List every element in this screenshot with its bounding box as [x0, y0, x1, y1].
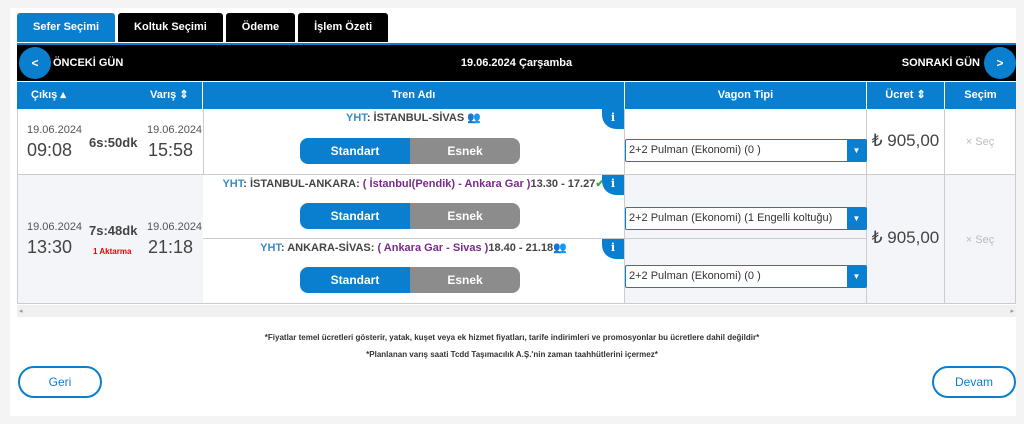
tab-islem-ozeti[interactable]: İşlem Özeti	[298, 13, 389, 42]
header-wagon: Vagon Tipi	[625, 82, 867, 109]
table-row[interactable]: 19.06.2024 13:30 7s:48dk 1 Aktarma 19.06…	[17, 175, 1016, 304]
prev-day-button[interactable]: <	[19, 47, 51, 79]
table-row[interactable]: 19.06.2024 09:08 6s:50dk 19.06.2024 15:5…	[17, 109, 1016, 175]
select-button[interactable]: × Seç	[965, 136, 995, 148]
header-select: Seçim	[964, 89, 997, 101]
day-navigation-bar: < ÖNCEKİ GÜN 19.06.2024 Çarşamba SONRAKİ…	[17, 43, 1016, 81]
tab-odeme[interactable]: Ödeme	[225, 13, 296, 42]
price: ₺ 905,00	[871, 228, 940, 247]
price: ₺ 905,00	[871, 131, 940, 150]
horizontal-scrollbar[interactable]: ◂ ▸	[17, 305, 1016, 317]
sort-arrival[interactable]: Varış ⇕	[150, 89, 189, 101]
next-day-button[interactable]: >	[984, 47, 1016, 79]
chevron-down-icon: ▼	[847, 208, 866, 229]
price-note: *Fiyatlar temel ücretleri gösterir, yata…	[264, 333, 760, 342]
continue-button[interactable]: Devam	[932, 366, 1016, 398]
flex-option[interactable]: Esnek	[410, 203, 520, 229]
train-name: YHT: İSTANBUL-ANKARA: ( İstanbul(Pendik)…	[222, 178, 605, 190]
info-icon[interactable]: i	[602, 239, 624, 259]
flex-option[interactable]: Esnek	[410, 267, 520, 293]
standard-option[interactable]: Standart	[300, 203, 410, 229]
fare-toggle: Standart Esnek	[300, 267, 520, 293]
fare-toggle: Standart Esnek	[300, 203, 520, 229]
header-train: Tren Adı	[203, 82, 625, 109]
sort-departure[interactable]: Çıkış ▴	[31, 89, 66, 101]
people-icon: 👥	[553, 242, 567, 254]
train-name: YHT: ANKARA-SİVAS: ( Ankara Gar - Sivas …	[260, 242, 567, 254]
info-icon[interactable]: i	[602, 175, 624, 195]
chevron-down-icon: ▼	[847, 266, 866, 287]
tab-koltuk-secimi[interactable]: Koltuk Seçimi	[118, 13, 223, 42]
wagon-select[interactable]: 2+2 Pulman (Ekonomi) (0 ) ▼	[625, 139, 867, 162]
transfer-badge: 1 Aktarma	[93, 247, 132, 256]
train-name: YHT: İSTANBUL-SİVAS 👥	[346, 112, 481, 124]
people-icon: 👥	[467, 112, 481, 124]
arrival-note: *Planlanan varış saati Tcdd Taşımacılık …	[366, 350, 658, 359]
tab-sefer-secimi[interactable]: Sefer Seçimi	[17, 13, 116, 42]
standard-option[interactable]: Standart	[300, 138, 410, 164]
next-day-label[interactable]: SONRAKİ GÜN	[901, 57, 980, 69]
sort-price[interactable]: Ücret ⇕	[867, 82, 945, 109]
info-icon[interactable]: i	[602, 109, 624, 129]
chevron-down-icon: ▼	[847, 140, 866, 161]
standard-option[interactable]: Standart	[300, 267, 410, 293]
fare-toggle: Standart Esnek	[300, 138, 520, 164]
table-header: Çıkış ▴ Varış ⇕ Tren Adı Vagon Tipi Ücre…	[17, 82, 1016, 109]
select-button[interactable]: × Seç	[965, 234, 995, 246]
prev-day-label[interactable]: ÖNCEKİ GÜN	[53, 57, 124, 69]
back-button[interactable]: Geri	[18, 366, 102, 398]
step-tabs: Sefer Seçimi Koltuk Seçimi Ödeme İşlem Ö…	[17, 13, 389, 42]
wagon-select[interactable]: 2+2 Pulman (Ekonomi) (1 Engelli koltuğu)…	[625, 207, 867, 230]
wagon-select[interactable]: 2+2 Pulman (Ekonomi) (0 ) ▼	[625, 265, 867, 288]
check-icon: ✔	[595, 178, 605, 190]
flex-option[interactable]: Esnek	[410, 138, 520, 164]
current-date: 19.06.2024 Çarşamba	[460, 57, 573, 69]
